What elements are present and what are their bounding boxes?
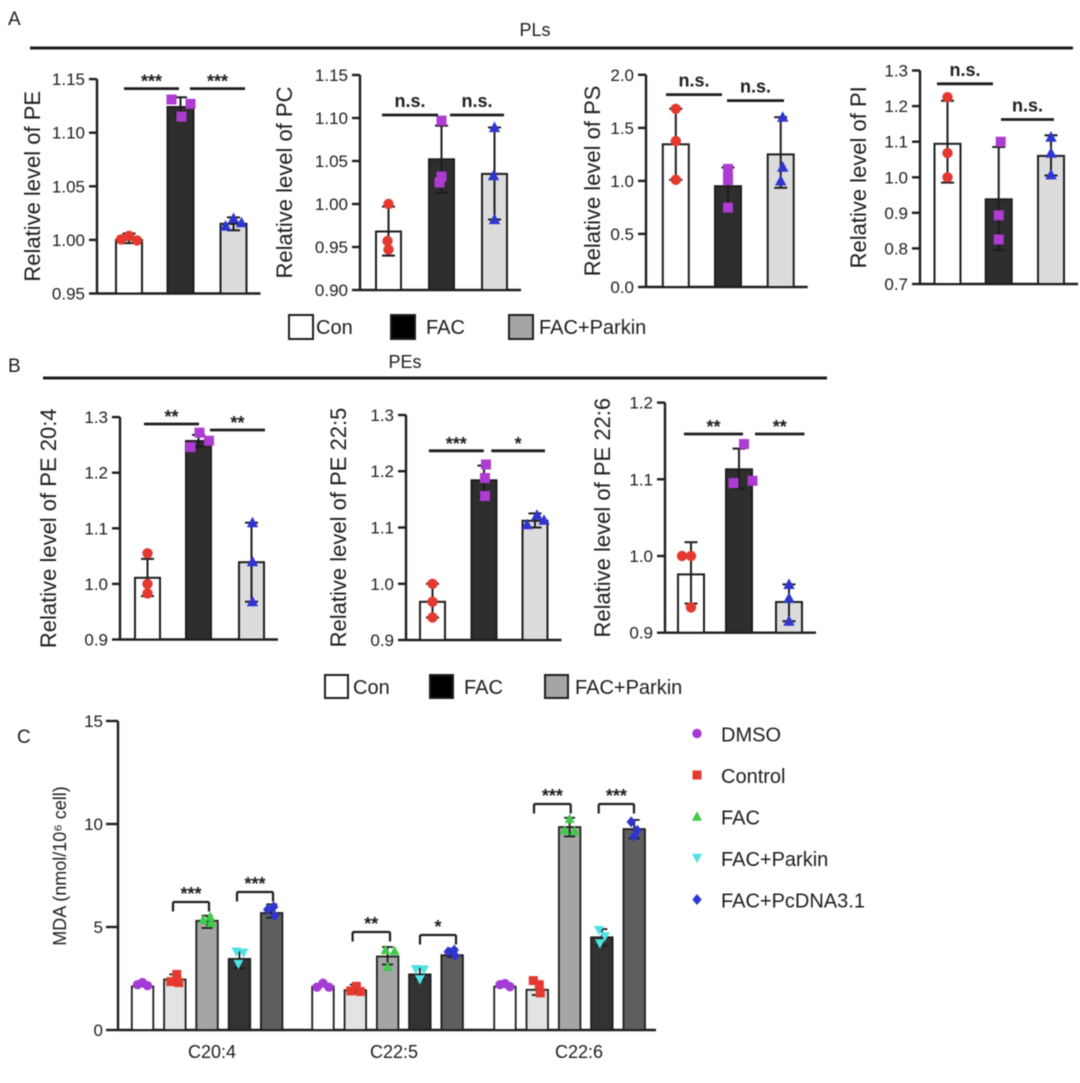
svg-text:1.1: 1.1 [370,519,394,538]
svg-text:n.s.: n.s. [949,60,980,80]
svg-text:Relative level of PI: Relative level of PI [846,86,871,268]
svg-text:Relative level of PE: Relative level of PE [20,91,45,282]
svg-text:Relative level of PC: Relative level of PC [272,86,297,278]
svg-text:**: ** [364,914,378,934]
svg-text:PLs: PLs [519,20,550,40]
svg-text:0.5: 0.5 [610,225,634,244]
svg-text:0.95: 0.95 [52,285,85,304]
svg-text:1.0: 1.0 [629,547,653,566]
svg-text:PEs: PEs [388,352,421,372]
svg-text:5: 5 [94,918,103,937]
svg-text:1.15: 1.15 [315,66,348,85]
svg-text:***: *** [606,786,627,806]
svg-text:***: *** [244,874,265,894]
svg-text:0.90: 0.90 [315,281,348,300]
svg-text:0: 0 [94,1021,103,1040]
svg-text:0.9: 0.9 [84,631,108,650]
svg-text:C: C [17,727,31,748]
svg-text:***: *** [207,72,228,92]
svg-text:**: ** [773,417,787,437]
svg-text:10: 10 [84,815,103,834]
svg-text:FAC: FAC [721,808,760,830]
svg-text:0.8: 0.8 [884,239,908,258]
svg-text:FAC+Parkin: FAC+Parkin [539,317,646,339]
svg-text:1.3: 1.3 [84,408,108,427]
svg-text:1.0: 1.0 [84,575,108,594]
svg-text:1.15: 1.15 [52,70,85,89]
svg-text:1.2: 1.2 [884,97,908,116]
svg-text:1.1: 1.1 [84,519,108,538]
svg-text:FAC+PcDNA3.1: FAC+PcDNA3.1 [721,891,865,913]
svg-text:C22:6: C22:6 [555,1042,603,1062]
svg-text:0.95: 0.95 [315,238,348,257]
svg-text:**: ** [230,413,244,433]
svg-text:*: * [434,917,441,937]
svg-text:1.05: 1.05 [315,152,348,171]
svg-text:A: A [8,9,21,30]
svg-text:DMSO: DMSO [721,725,781,747]
svg-text:n.s.: n.s. [1012,96,1043,116]
svg-text:FAC+Parkin: FAC+Parkin [575,677,682,699]
svg-text:***: *** [141,72,162,92]
svg-text:Con: Con [316,317,353,339]
svg-text:1.5: 1.5 [610,119,634,138]
svg-text:B: B [8,356,21,377]
svg-text:1.2: 1.2 [629,394,653,413]
svg-text:*: * [515,434,522,454]
svg-text:Relative level of PS: Relative level of PS [580,86,605,277]
svg-text:***: *** [446,434,467,454]
svg-text:1.10: 1.10 [315,109,348,128]
svg-text:C22:5: C22:5 [370,1042,418,1062]
svg-text:1.3: 1.3 [884,62,908,81]
svg-text:2.0: 2.0 [610,66,634,85]
svg-text:n.s.: n.s. [740,77,771,97]
svg-text:***: *** [180,884,201,904]
svg-text:1.3: 1.3 [370,406,394,425]
svg-text:0.9: 0.9 [884,204,908,223]
svg-text:1.0: 1.0 [370,575,394,594]
svg-text:Relative level of PE 20:4: Relative level of PE 20:4 [36,408,61,648]
svg-text:***: *** [542,786,563,806]
svg-text:Con: Con [353,677,390,699]
svg-text:15: 15 [84,712,103,731]
svg-text:n.s.: n.s. [461,91,492,111]
svg-text:0.7: 0.7 [884,275,908,294]
svg-text:1.2: 1.2 [84,464,108,483]
svg-text:0.9: 0.9 [370,631,394,650]
svg-text:C20:4: C20:4 [188,1042,236,1062]
svg-text:MDA (nmol/10⁶ cell): MDA (nmol/10⁶ cell) [50,786,70,945]
svg-text:n.s.: n.s. [678,71,709,91]
svg-text:1.10: 1.10 [52,124,85,143]
svg-text:FAC+Parkin: FAC+Parkin [721,849,828,871]
svg-text:0.9: 0.9 [629,624,653,643]
svg-text:0.0: 0.0 [610,278,634,297]
svg-text:**: ** [164,407,178,427]
svg-text:FAC: FAC [426,317,465,339]
svg-text:n.s.: n.s. [394,91,425,111]
svg-text:Control: Control [721,766,785,788]
svg-text:1.2: 1.2 [370,462,394,481]
svg-text:1.1: 1.1 [884,133,908,152]
svg-text:Relative level of PE 22:5: Relative level of PE 22:5 [326,408,351,648]
svg-text:Relative level of PE 22:6: Relative level of PE 22:6 [590,398,615,638]
svg-text:1.05: 1.05 [52,177,85,196]
svg-text:FAC: FAC [464,677,503,699]
svg-text:1.00: 1.00 [52,231,85,250]
svg-text:**: ** [706,417,720,437]
svg-text:1.1: 1.1 [629,470,653,489]
svg-text:1.0: 1.0 [610,172,634,191]
svg-text:1.00: 1.00 [315,195,348,214]
svg-text:1.0: 1.0 [884,168,908,187]
